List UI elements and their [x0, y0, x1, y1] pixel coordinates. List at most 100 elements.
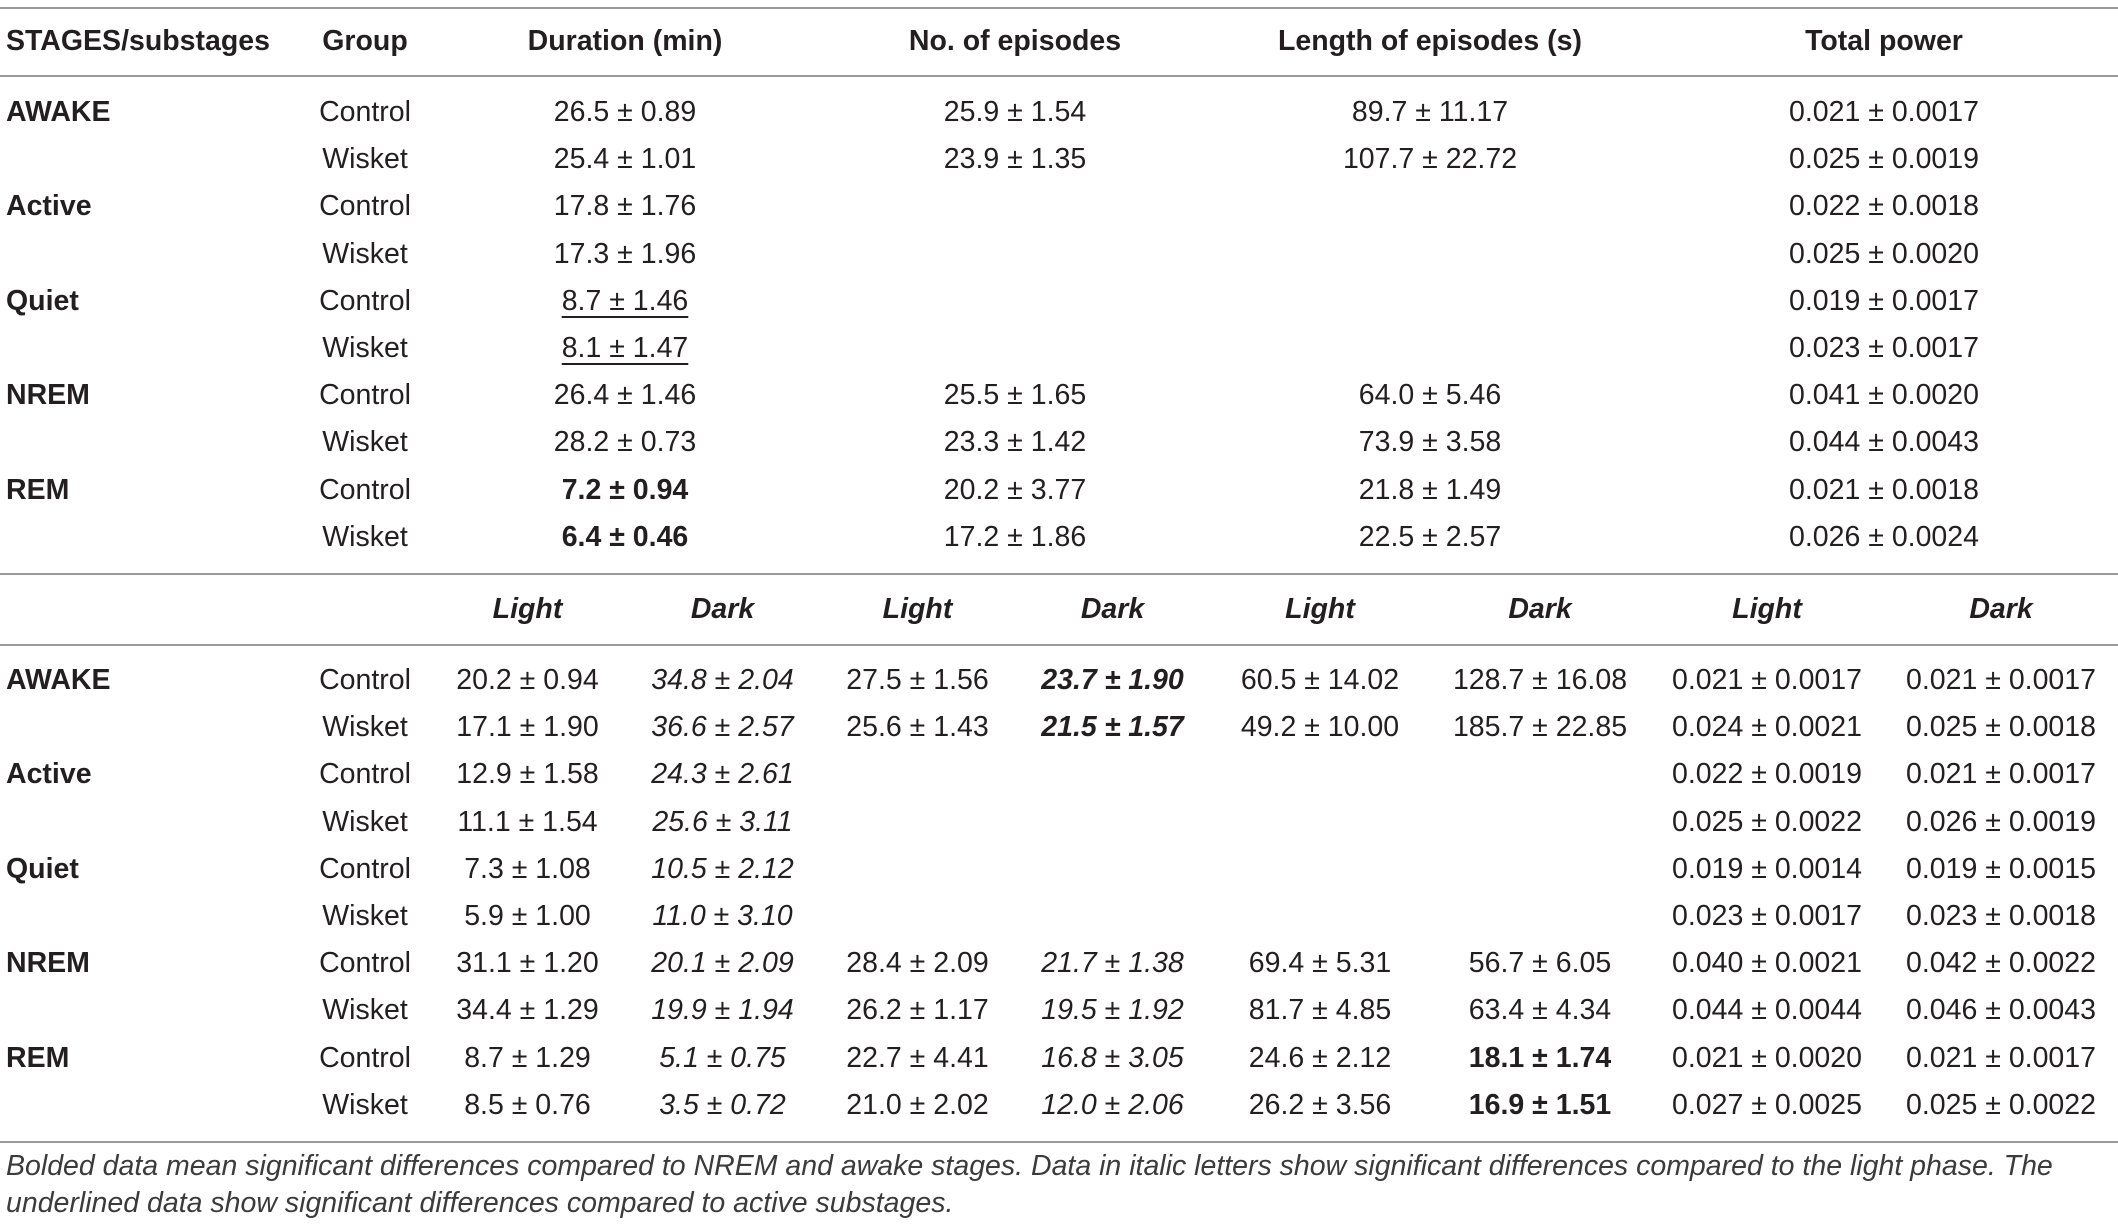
- episodes-value: 25.5 ± 1.65: [943, 379, 1087, 412]
- power-dark-value: 0.021 ± 0.0017: [1906, 664, 2096, 696]
- duration-light-value: 12.9 ± 1.58: [456, 758, 599, 791]
- power-value: 0.022 ± 0.0018: [1789, 190, 1979, 223]
- episodes-light-value: [820, 846, 1015, 893]
- column-header-row: STAGES/substages Group Duration (min) No…: [0, 18, 2118, 65]
- table-row: Wisket 25.4 ± 1.01 23.9 ± 1.35 107.7 ± 22.7…: [0, 136, 2118, 183]
- duration-value: 28.2 ± 0.73: [553, 426, 697, 459]
- power-dark-value: 0.025 ± 0.0022: [1906, 1088, 2096, 1121]
- power-light-value: 0.040 ± 0.0021: [1672, 947, 1862, 980]
- table-row: Wisket 8.1 ± 1.47 0.023 ± 0.0017: [0, 325, 2118, 372]
- episodes-value: [820, 278, 1210, 325]
- table-row: NREM Control 26.4 ± 1.46 25.5 ± 1.65 64.0 ± …: [0, 372, 2118, 419]
- power-value: 0.044 ± 0.0043: [1789, 426, 1979, 459]
- power-dark-value: 0.042 ± 0.0022: [1906, 947, 2096, 980]
- duration-light-value: 8.7 ± 1.29: [464, 1041, 591, 1074]
- duration-dark-value: 34.8 ± 2.04: [651, 664, 794, 696]
- episodes-dark-value: [1015, 893, 1210, 940]
- power-value: 0.021 ± 0.0017: [1789, 96, 1979, 128]
- stage-label: Quiet: [6, 852, 79, 885]
- duration-light-value: 11.1 ± 1.54: [457, 805, 598, 838]
- phase-header-length-dark: Dark: [1508, 593, 1572, 625]
- duration-value: 7.2 ± 0.94: [561, 473, 689, 506]
- duration-dark-value: 24.3 ± 2.61: [651, 758, 794, 791]
- header-rule: [0, 75, 2118, 77]
- length-value: 22.5 ± 2.57: [1358, 520, 1502, 553]
- stage-label: Quiet: [6, 284, 79, 317]
- table-footnote: Bolded data mean significant differences…: [6, 1150, 2053, 1219]
- group-label: Wisket: [322, 143, 408, 176]
- phase-header-power-dark: Dark: [1969, 593, 2033, 625]
- length-dark-value: [1430, 799, 1650, 846]
- stage-label: NREM: [6, 947, 90, 980]
- episodes-light-value: 21.0 ± 2.02: [846, 1088, 989, 1121]
- episodes-light-value: 28.4 ± 2.09: [846, 947, 989, 980]
- episodes-value: [820, 325, 1210, 372]
- group-label: Control: [319, 284, 411, 317]
- power-light-value: 0.021 ± 0.0020: [1672, 1041, 1862, 1074]
- episodes-value: 17.2 ± 1.86: [943, 520, 1087, 553]
- length-light-value: [1210, 846, 1430, 893]
- duration-value: 17.8 ± 1.76: [553, 190, 697, 223]
- length-light-value: [1210, 799, 1430, 846]
- episodes-dark-value: 23.7 ± 1.90: [1041, 664, 1184, 696]
- length-dark-value: 63.4 ± 4.34: [1468, 994, 1612, 1027]
- phase-header-length-light: Light: [1285, 593, 1355, 625]
- duration-dark-value: 36.6 ± 2.57: [651, 711, 794, 744]
- power-value: 0.021 ± 0.0018: [1789, 473, 1979, 506]
- episodes-value: 23.9 ± 1.35: [943, 143, 1087, 176]
- power-value: 0.025 ± 0.0019: [1789, 143, 1979, 176]
- episodes-dark-value: [1015, 751, 1210, 798]
- power-dark-value: 0.019 ± 0.0015: [1906, 852, 2096, 885]
- power-dark-value: 0.046 ± 0.0043: [1906, 994, 2096, 1027]
- episodes-dark-value: 21.7 ± 1.38: [1041, 947, 1184, 980]
- length-value: 64.0 ± 5.46: [1358, 379, 1502, 412]
- group-label: Wisket: [322, 805, 408, 838]
- length-light-value: 24.6 ± 2.12: [1248, 1041, 1392, 1074]
- length-value: [1210, 183, 1650, 230]
- group-label: Control: [319, 473, 411, 506]
- phase-header-duration-dark: Dark: [690, 593, 755, 625]
- episodes-light-value: [820, 799, 1015, 846]
- power-dark-value: 0.026 ± 0.0019: [1906, 805, 2096, 838]
- group-label: Wisket: [322, 520, 408, 553]
- group-label: Wisket: [322, 994, 408, 1027]
- duration-value: 25.4 ± 1.01: [553, 143, 697, 176]
- table-row: Wisket 17.3 ± 1.96 0.025 ± 0.0020: [0, 231, 2118, 278]
- duration-light-value: 7.3 ± 1.08: [464, 852, 591, 885]
- table-row: Quiet Control 7.3 ± 1.08 10.5 ± 2.12 0.019 ±…: [0, 846, 2118, 893]
- stage-label: AWAKE: [6, 664, 111, 696]
- stage-label: REM: [6, 1041, 70, 1074]
- power-light-value: 0.027 ± 0.0025: [1672, 1088, 1862, 1121]
- length-value: [1210, 325, 1650, 372]
- group-label: Control: [319, 947, 411, 980]
- power-value: 0.023 ± 0.0017: [1789, 332, 1979, 364]
- power-value: 0.026 ± 0.0024: [1789, 520, 1979, 553]
- table-row: Wisket 11.1 ± 1.54 25.6 ± 3.11 0.025 ± 0.00…: [0, 799, 2118, 846]
- group-label: Wisket: [322, 237, 408, 270]
- length-light-value: 60.5 ± 14.02: [1240, 664, 1400, 696]
- group-label: Control: [319, 1041, 411, 1074]
- power-light-value: 0.023 ± 0.0017: [1672, 900, 1862, 932]
- power-light-value: 0.019 ± 0.0014: [1672, 852, 1862, 885]
- length-value: 89.7 ± 11.17: [1351, 96, 1509, 128]
- power-light-value: 0.021 ± 0.0017: [1672, 664, 1862, 696]
- table-row: REM Control 7.2 ± 0.94 20.2 ± 3.77 21.8 ± 1.…: [0, 467, 2118, 514]
- power-value: 0.041 ± 0.0020: [1789, 379, 1979, 412]
- episodes-light-value: 27.5 ± 1.56: [846, 664, 989, 696]
- group-label: Control: [319, 758, 411, 791]
- power-light-value: 0.022 ± 0.0019: [1672, 758, 1862, 791]
- episodes-dark-value: [1015, 846, 1210, 893]
- phase-header-power-light: Light: [1732, 593, 1802, 625]
- table-row: Active Control 12.9 ± 1.58 24.3 ± 2.61 0.022…: [0, 751, 2118, 798]
- section-rule: [0, 573, 2118, 575]
- duration-dark-value: 19.9 ± 1.94: [651, 994, 794, 1027]
- duration-light-value: 34.4 ± 1.29: [456, 994, 599, 1027]
- group-label: Control: [319, 664, 411, 696]
- duration-dark-value: 5.1 ± 0.75: [659, 1041, 786, 1074]
- group-label: Control: [319, 852, 411, 885]
- episodes-dark-value: 21.5 ± 1.57: [1041, 711, 1184, 744]
- stage-label: AWAKE: [6, 96, 111, 128]
- power-light-value: 0.044 ± 0.0044: [1672, 994, 1862, 1027]
- length-dark-value: [1430, 751, 1650, 798]
- stage-label: REM: [6, 473, 70, 506]
